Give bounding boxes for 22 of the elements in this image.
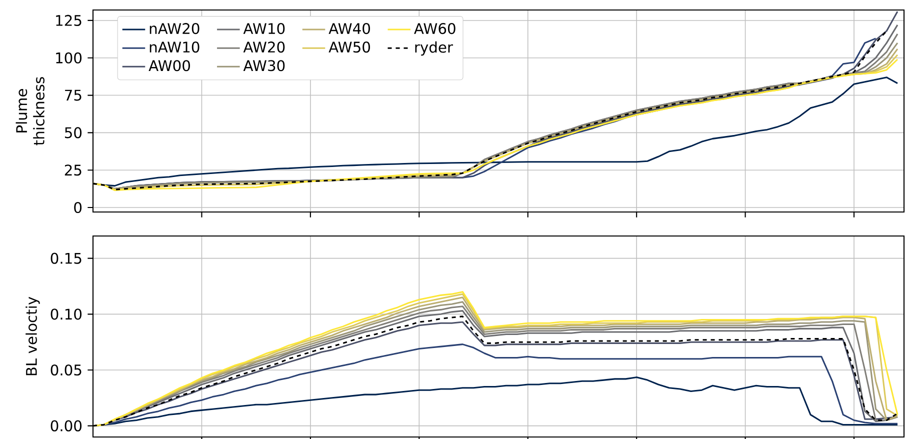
- legend-label: AW40: [328, 23, 370, 34]
- y-tick-label: 125: [56, 14, 82, 26]
- legend-label: nAW10: [150, 42, 200, 53]
- y-tick-label: 0.10: [50, 308, 82, 320]
- legend-label: AW60: [414, 23, 456, 34]
- legend-label: nAW20: [150, 23, 200, 34]
- legend-label: AW50: [328, 42, 370, 53]
- y-axis-title: Plume thickness: [16, 77, 44, 146]
- y-tick-label: 75: [65, 90, 82, 101]
- legend-label: AW00: [148, 60, 190, 72]
- y-tick-label: 25: [64, 164, 82, 176]
- y-tick-label: 0.00: [50, 420, 82, 432]
- y-tick-label: 0.15: [50, 252, 82, 264]
- y-tick-label: 0: [74, 202, 82, 214]
- y-axis-title: BL veloctiy: [26, 296, 40, 376]
- y-tick-label: 100: [56, 52, 82, 64]
- legend-label: ryder: [415, 41, 453, 56]
- legend-label: AW10: [243, 23, 285, 34]
- y-tick-label: 0.05: [50, 364, 82, 376]
- y-tick-label: 50: [64, 127, 82, 138]
- legend-label: AW20: [243, 42, 285, 53]
- legend-label: AW30: [243, 60, 285, 72]
